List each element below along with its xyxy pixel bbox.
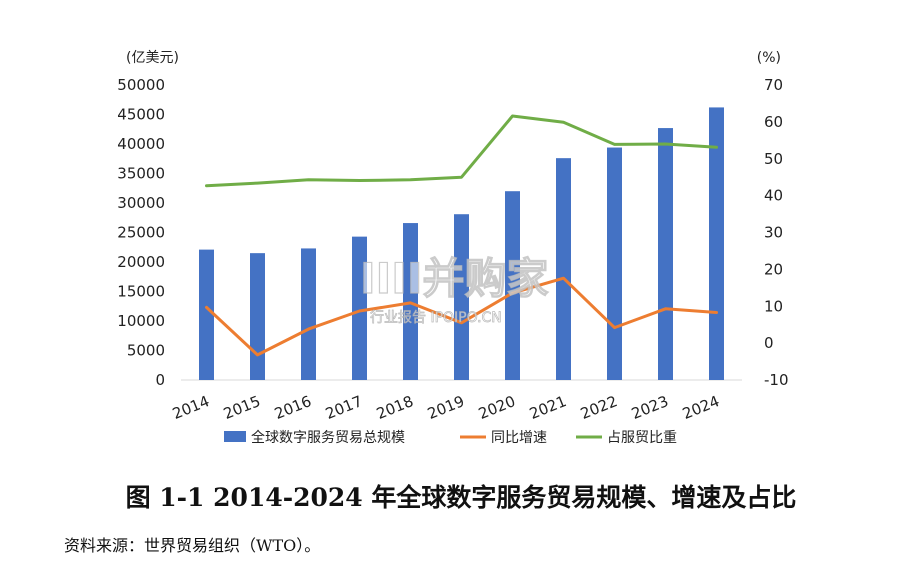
left-tick-label: 40000: [117, 135, 165, 153]
right-tick-label: -10: [764, 371, 789, 389]
right-tick-label: 40: [764, 187, 783, 205]
left-tick-label: 30000: [117, 194, 165, 212]
legend-label-share: 占服贸比重: [607, 430, 677, 446]
bar-series: [199, 107, 724, 381]
left-tick-label: 20000: [117, 253, 165, 271]
x-tick-label: 2017: [323, 392, 365, 423]
watermark: IIII并购家 行业报告 IPOIPO.CN: [359, 253, 549, 326]
left-tick-label: 35000: [117, 165, 165, 183]
legend-swatch-bar: [224, 431, 246, 442]
x-tick-label: 2019: [425, 392, 467, 423]
x-tick-label: 2022: [578, 392, 620, 423]
combo-chart: 5000045000400003500030000250002000015000…: [117, 50, 789, 446]
source-note: 资料来源：世界贸易组织（WTO）。: [64, 536, 321, 555]
bar-2019: [454, 214, 469, 380]
bar-2021: [556, 158, 571, 380]
x-tick-label: 2020: [476, 392, 518, 423]
bar-2015: [250, 253, 265, 380]
x-tick-label: 2016: [272, 392, 314, 423]
bar-2020: [505, 191, 520, 380]
x-tick-label: 2023: [629, 392, 671, 423]
line-series-2: [205, 114, 718, 188]
bar-2016: [301, 248, 316, 380]
left-tick-label: 45000: [117, 106, 165, 124]
right-tick-label: 0: [764, 334, 774, 352]
right-tick-label: 20: [764, 260, 783, 278]
left-tick-label: 25000: [117, 224, 165, 242]
x-tick-label: 2014: [170, 392, 212, 423]
right-tick-label: 70: [764, 76, 783, 94]
right-axis-unit: (%): [757, 50, 781, 66]
figure-caption: 图 1-1 2014-2024 年全球数字服务贸易规模、增速及占比: [125, 483, 797, 512]
right-axis: 70 60 50 40 30 20 10 0 -10: [764, 76, 789, 389]
watermark-main: IIII并购家: [360, 254, 549, 303]
right-tick-label: 10: [764, 297, 783, 315]
right-tick-label: 50: [764, 150, 783, 168]
left-tick-label: 10000: [117, 312, 165, 330]
bar-2023: [658, 128, 673, 380]
left-tick-label: 5000: [127, 342, 165, 360]
x-tick-label: 2018: [374, 392, 416, 423]
bar-2022: [607, 147, 622, 380]
bar-2017: [352, 236, 367, 380]
x-tick-label: 2021: [527, 392, 569, 423]
x-tick-label: 2024: [680, 392, 722, 423]
line-series: [205, 114, 718, 357]
right-tick-label: 30: [764, 224, 783, 242]
left-tick-label: 15000: [117, 283, 165, 301]
left-axis-unit: (亿美元): [126, 50, 179, 66]
left-tick-label: 50000: [117, 76, 165, 94]
bar-2014: [199, 249, 214, 380]
right-tick-label: 60: [764, 113, 783, 131]
left-axis: 5000045000400003500030000250002000015000…: [117, 76, 165, 389]
x-tick-label: 2015: [221, 392, 263, 423]
legend-label-bar: 全球数字服务贸易总规模: [251, 429, 405, 446]
legend-label-growth: 同比增速: [491, 430, 547, 446]
x-axis-labels: 2014 2015 2016 2017 2018 2019 2020 2021 2022 2023…: [170, 392, 722, 423]
left-tick-label: 0: [155, 371, 165, 389]
legend: 全球数字服务贸易总规模 同比增速 占服贸比重: [224, 429, 677, 446]
watermark-sub: 行业报告 IPOIPO.CN: [370, 310, 502, 326]
